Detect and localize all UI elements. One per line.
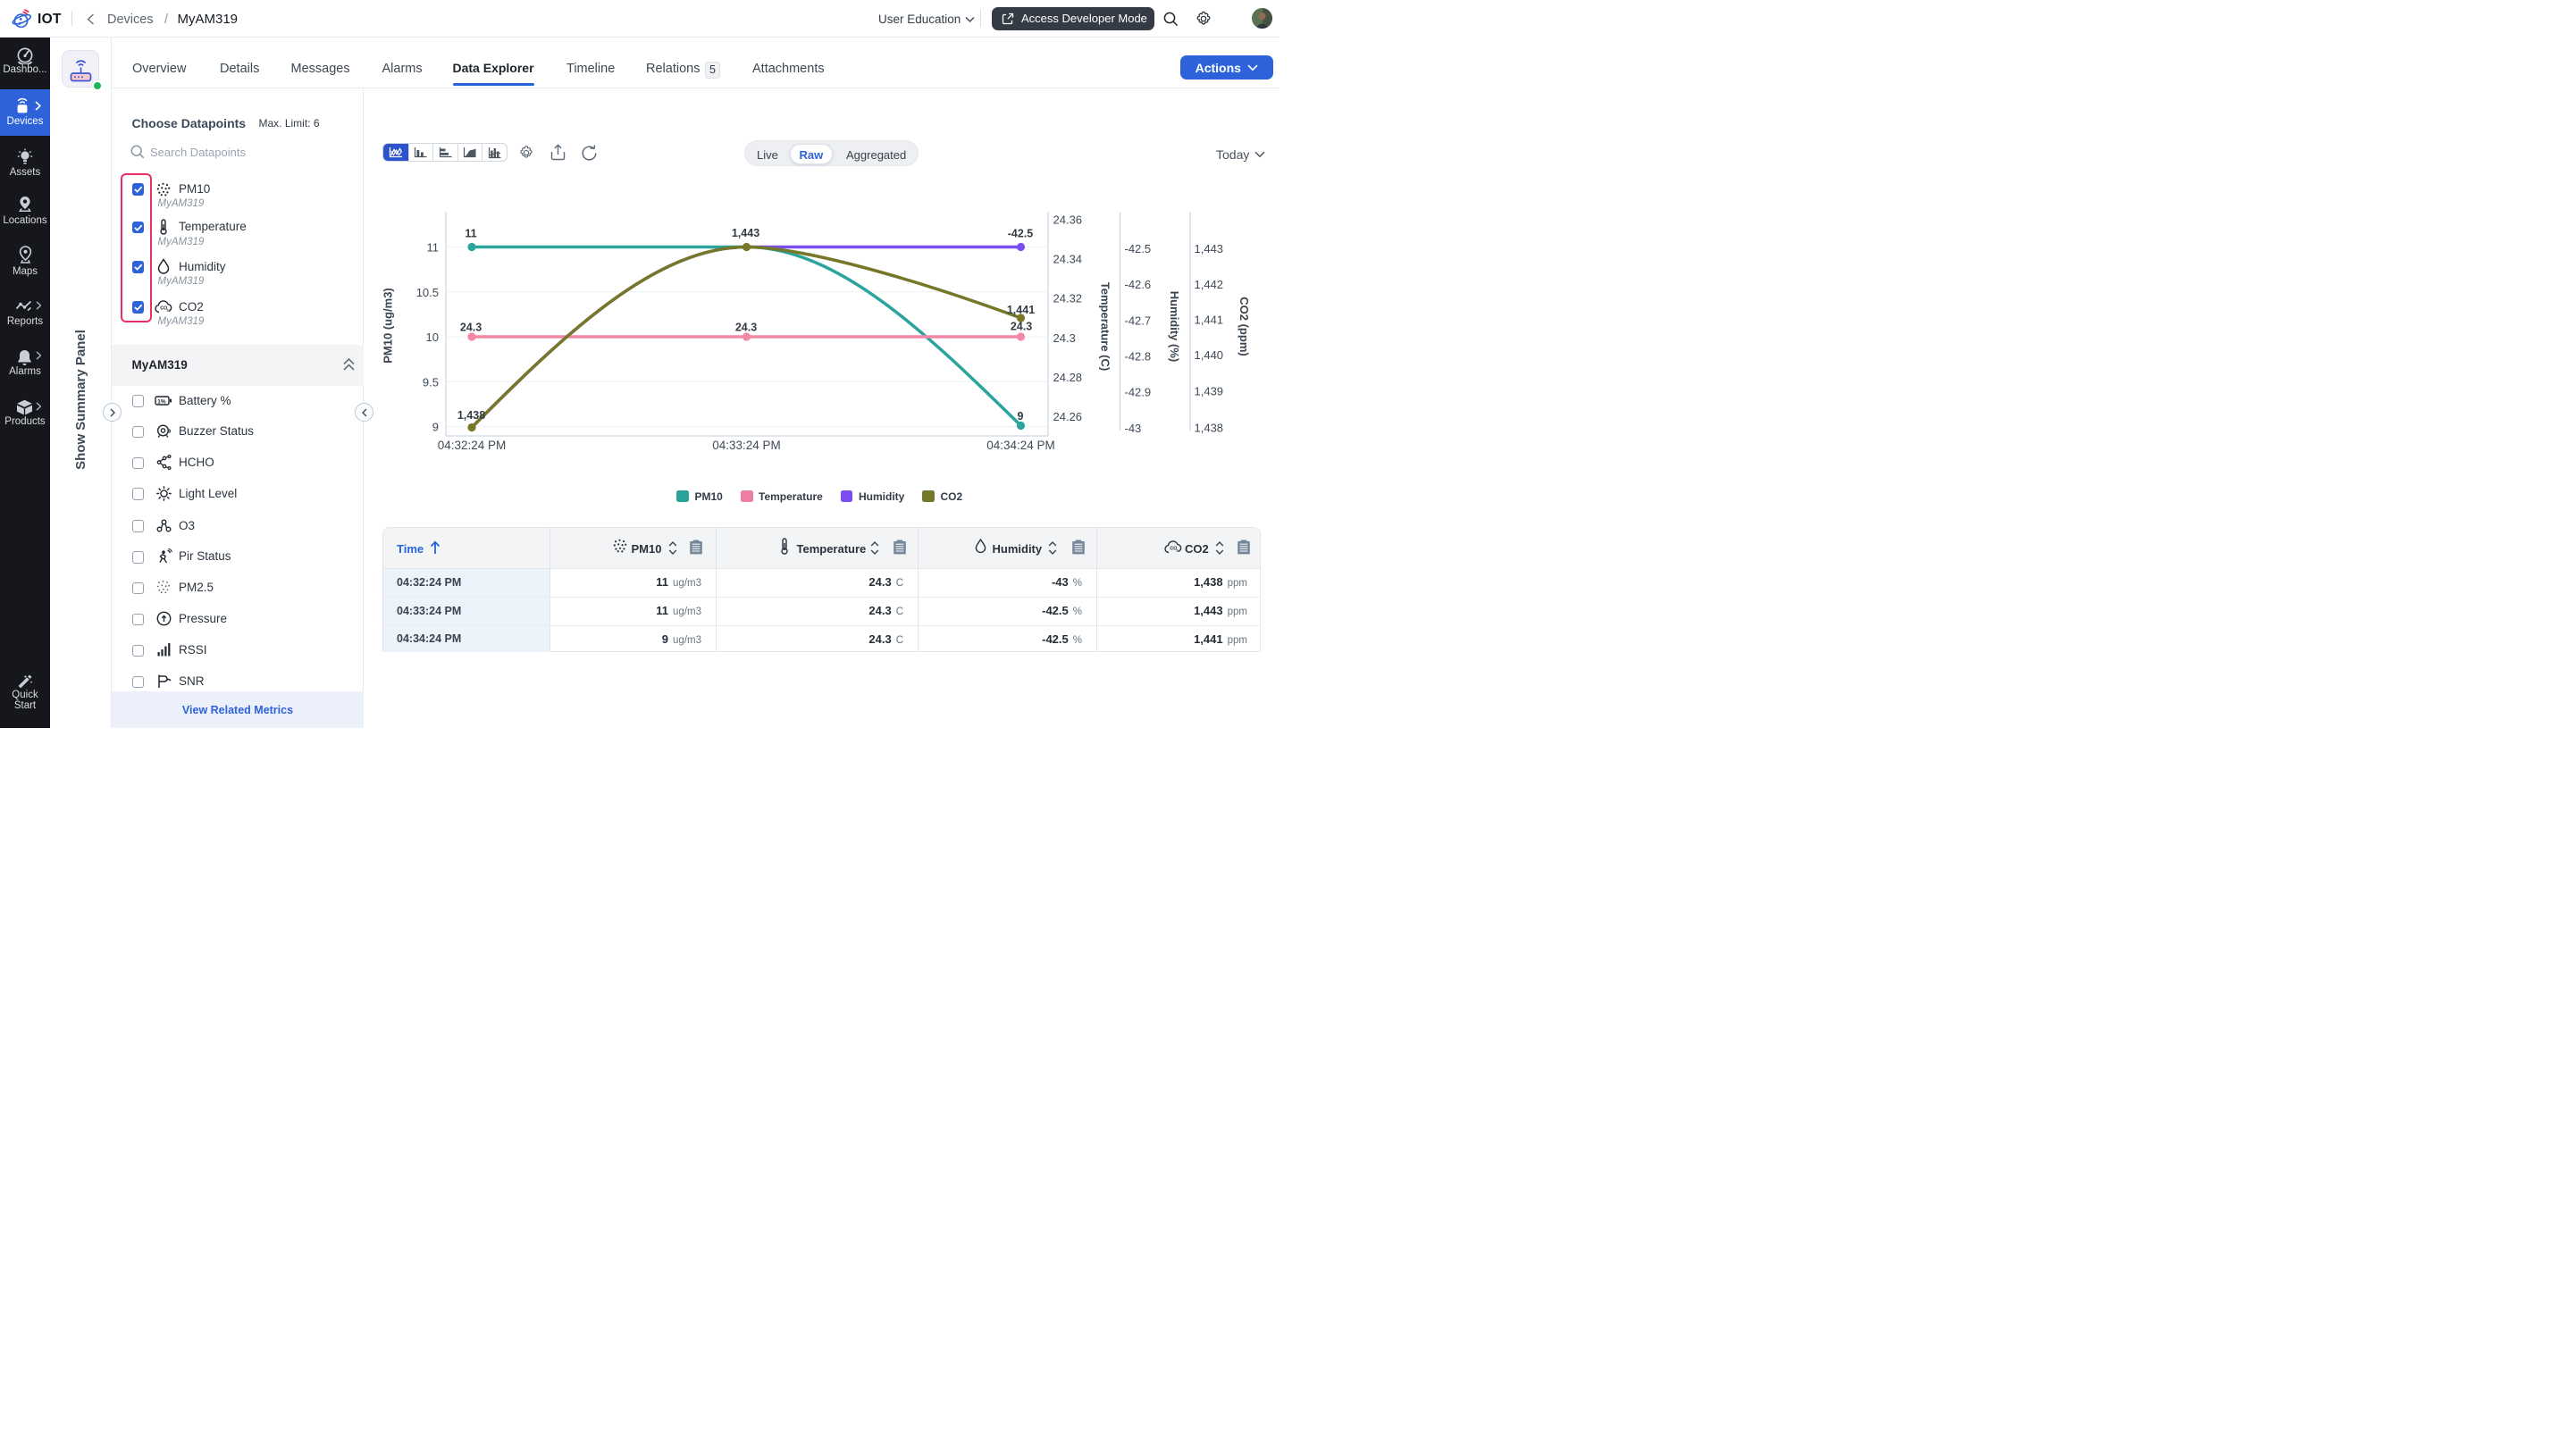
svg-text:24.36: 24.36	[1053, 213, 1083, 227]
svg-text:9: 9	[432, 421, 439, 434]
svg-text:Temperature (C): Temperature (C)	[1099, 282, 1112, 371]
svg-text:2: 2	[166, 307, 169, 312]
svg-text:CO2 (ppm): CO2 (ppm)	[1238, 297, 1251, 356]
svg-text:10: 10	[426, 331, 439, 344]
svg-text:-43: -43	[1125, 422, 1142, 435]
svg-text:24.28: 24.28	[1053, 371, 1083, 384]
svg-text:-42.9: -42.9	[1125, 386, 1152, 399]
svg-text:1,440: 1,440	[1195, 348, 1224, 362]
svg-text:24.3: 24.3	[1011, 321, 1032, 333]
svg-text:1,438: 1,438	[457, 409, 485, 422]
svg-text:11: 11	[427, 241, 440, 255]
svg-text:CO: CO	[1170, 547, 1178, 552]
svg-text:Humidity (%): Humidity (%)	[1168, 291, 1181, 362]
svg-text:1,443: 1,443	[1195, 242, 1224, 255]
svg-text:-42.5: -42.5	[1125, 242, 1152, 255]
svg-text:1,442: 1,442	[1195, 278, 1224, 291]
svg-text:04:34:24 PM: 04:34:24 PM	[986, 439, 1055, 452]
svg-text:24.3: 24.3	[460, 322, 482, 334]
svg-text:24.34: 24.34	[1053, 253, 1083, 266]
svg-text:-42.7: -42.7	[1125, 314, 1152, 328]
svg-text:24.3: 24.3	[735, 322, 757, 334]
svg-text:24.32: 24.32	[1053, 292, 1083, 305]
svg-text:1,443: 1,443	[732, 227, 759, 239]
svg-text:1,439: 1,439	[1195, 385, 1224, 398]
svg-text:24.3: 24.3	[1053, 331, 1076, 345]
svg-text:1,441: 1,441	[1007, 304, 1035, 316]
svg-text:10.5: 10.5	[416, 286, 439, 299]
svg-text:04:33:24 PM: 04:33:24 PM	[712, 439, 781, 452]
svg-text:-42.5: -42.5	[1008, 228, 1034, 240]
svg-text:1,438: 1,438	[1195, 422, 1224, 435]
svg-text:-42.6: -42.6	[1125, 278, 1152, 291]
svg-text:9: 9	[1018, 410, 1024, 423]
svg-text:1%: 1%	[157, 398, 166, 405]
svg-text:PM10 (ug/m3): PM10 (ug/m3)	[382, 288, 395, 364]
svg-text:-42.8: -42.8	[1125, 350, 1152, 364]
svg-text:CO: CO	[160, 306, 168, 312]
svg-text:04:32:24 PM: 04:32:24 PM	[438, 439, 507, 452]
svg-text:9.5: 9.5	[423, 375, 439, 389]
svg-text:24.26: 24.26	[1053, 410, 1083, 423]
svg-text:1,441: 1,441	[1195, 314, 1224, 327]
svg-text:11: 11	[465, 228, 476, 240]
svg-text:2: 2	[1176, 548, 1179, 552]
